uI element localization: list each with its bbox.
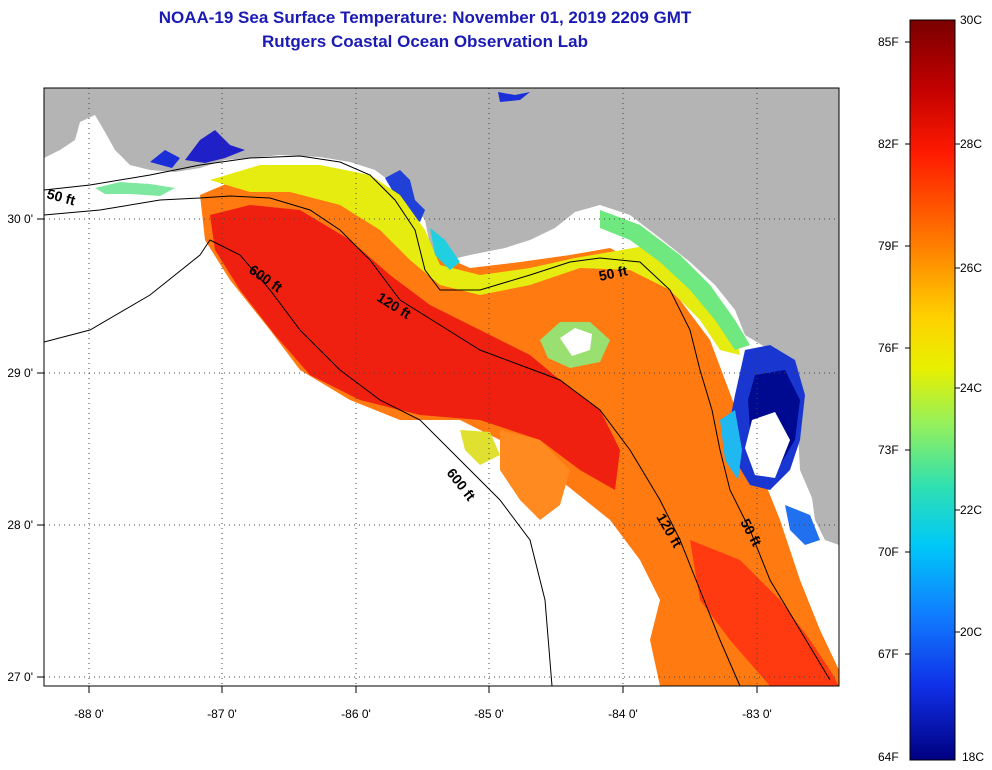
colorbar-f-label: 64F — [878, 750, 899, 764]
frame-ticks — [37, 218, 758, 693]
lon-label: -88 0' — [74, 707, 104, 721]
colorbar-c-label: 26C — [960, 261, 983, 275]
lat-label: 29 0' — [7, 366, 33, 380]
colorbar-f-label: 76F — [878, 341, 899, 355]
cloud-bigbend — [745, 412, 790, 478]
lon-label: -86 0' — [341, 707, 371, 721]
map-title: NOAA-19 Sea Surface Temperature: Novembe… — [158, 8, 692, 27]
sst-red-south — [690, 540, 839, 686]
lon-label: -87 0' — [207, 707, 237, 721]
colorbar — [909, 19, 956, 761]
colorbar-ticks — [905, 41, 960, 655]
sst-yellow-speckle — [460, 430, 500, 465]
colorbar-f-label: 82F — [878, 137, 899, 151]
sst-green-west — [95, 182, 175, 196]
colorbar-c-label: 24C — [960, 381, 983, 395]
sst-blue-patch — [785, 505, 820, 545]
sst-orange-speckle — [500, 430, 570, 520]
colorbar-c-label: 22C — [960, 503, 983, 517]
colorbar-f-label: 79F — [878, 239, 899, 253]
cloud-eddy — [560, 328, 592, 356]
map-subtitle: Rutgers Coastal Ocean Observation Lab — [262, 32, 588, 51]
colorbar-f-label: 70F — [878, 545, 899, 559]
sst-yellow-nearshore — [210, 165, 740, 355]
lat-label: 27 0' — [7, 670, 33, 684]
map-frame — [43, 87, 840, 687]
contour-50ft — [44, 155, 831, 681]
bay-blue-2 — [150, 150, 180, 168]
lat-label: 30 0' — [7, 212, 33, 226]
sst-cyan-edge — [720, 410, 742, 480]
colorbar-f-label: 85F — [878, 35, 899, 49]
colorbar-c-label: 18C — [962, 750, 985, 764]
depth-contours — [44, 155, 831, 686]
sst-green-nearshore — [600, 210, 750, 350]
contour-600ft — [44, 239, 553, 686]
lat-label: 28 0' — [7, 518, 33, 532]
contour-120ft — [44, 195, 741, 686]
lon-label: -85 0' — [474, 707, 504, 721]
colorbar-c-label: 20C — [960, 625, 983, 639]
colorbar-c-label: 30C — [960, 13, 983, 27]
colorbar-f-label: 67F — [878, 647, 899, 661]
lon-label: -83 0' — [742, 707, 772, 721]
sst-cyan-bay — [430, 228, 460, 270]
colorbar-f-label: 73F — [878, 443, 899, 457]
colorbar-c-label: 28C — [960, 137, 983, 151]
lon-label: -84 0' — [608, 707, 638, 721]
bay-blue-4 — [385, 170, 425, 222]
depth-label-50ft-east: 50 ft — [597, 262, 629, 284]
bay-blue — [185, 130, 245, 163]
sst-red-core — [210, 205, 620, 490]
land-mass — [44, 88, 839, 545]
depth-label-50ft-west: 50 ft — [45, 185, 77, 208]
bay-blue-3 — [498, 92, 530, 102]
